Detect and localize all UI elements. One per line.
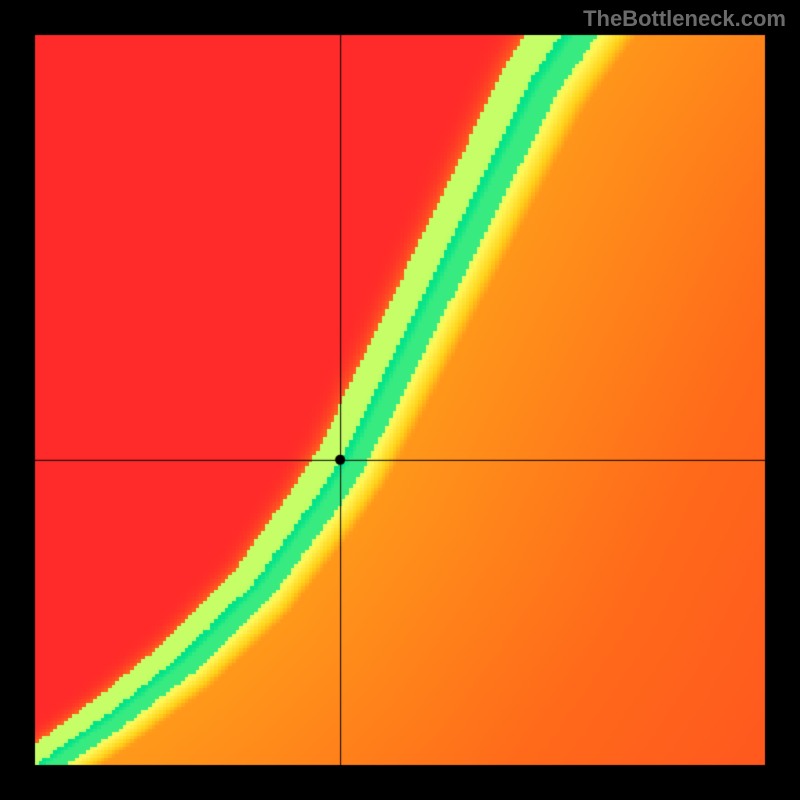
chart-container: { "watermark": { "text": "TheBottleneck.… <box>0 0 800 800</box>
watermark-text: TheBottleneck.com <box>583 6 786 32</box>
bottleneck-heatmap <box>0 0 800 800</box>
